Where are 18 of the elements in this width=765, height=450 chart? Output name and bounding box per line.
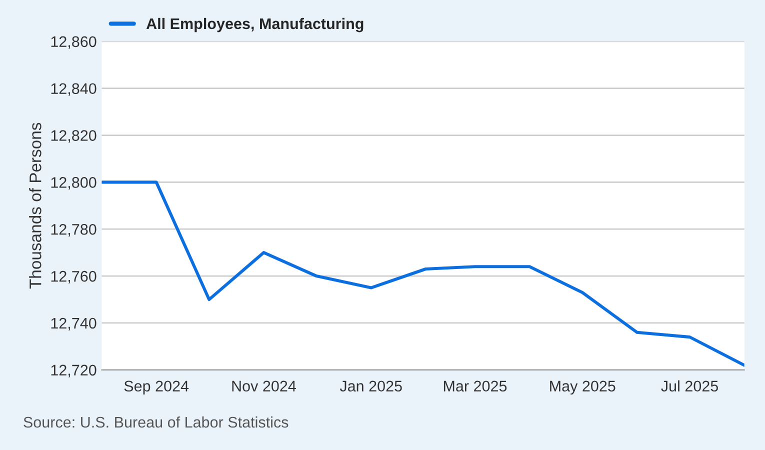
x-tick-label: May 2025	[550, 380, 616, 395]
y-tick-label: 12,720	[51, 364, 96, 378]
source-note: Source: U.S. Bureau of Labor Statistics	[24, 416, 288, 428]
legend-label: All Employees, Manufacturing	[146, 18, 364, 32]
y-tick-label: 12,780	[51, 224, 96, 237]
y-tick-label: 12,740	[51, 318, 96, 330]
y-tick-label: 12,820	[51, 130, 96, 143]
x-tick-label: Nov 2024	[232, 380, 296, 392]
line-series	[102, 180, 744, 367]
y-tick-label: 12,860	[51, 36, 96, 49]
y-tick-label: 12,800	[51, 177, 96, 190]
x-tick-label: Mar 2025	[444, 380, 507, 392]
x-tick-label: Jul 2025	[661, 380, 718, 392]
x-tick-label: Sep 2024	[124, 380, 189, 395]
y-axis-title: Thousands of Persons	[29, 122, 42, 289]
x-tick-label: Jan 2025	[340, 380, 402, 392]
y-tick-label: 12,760	[51, 270, 96, 284]
y-tick-label: 12,840	[51, 83, 96, 96]
